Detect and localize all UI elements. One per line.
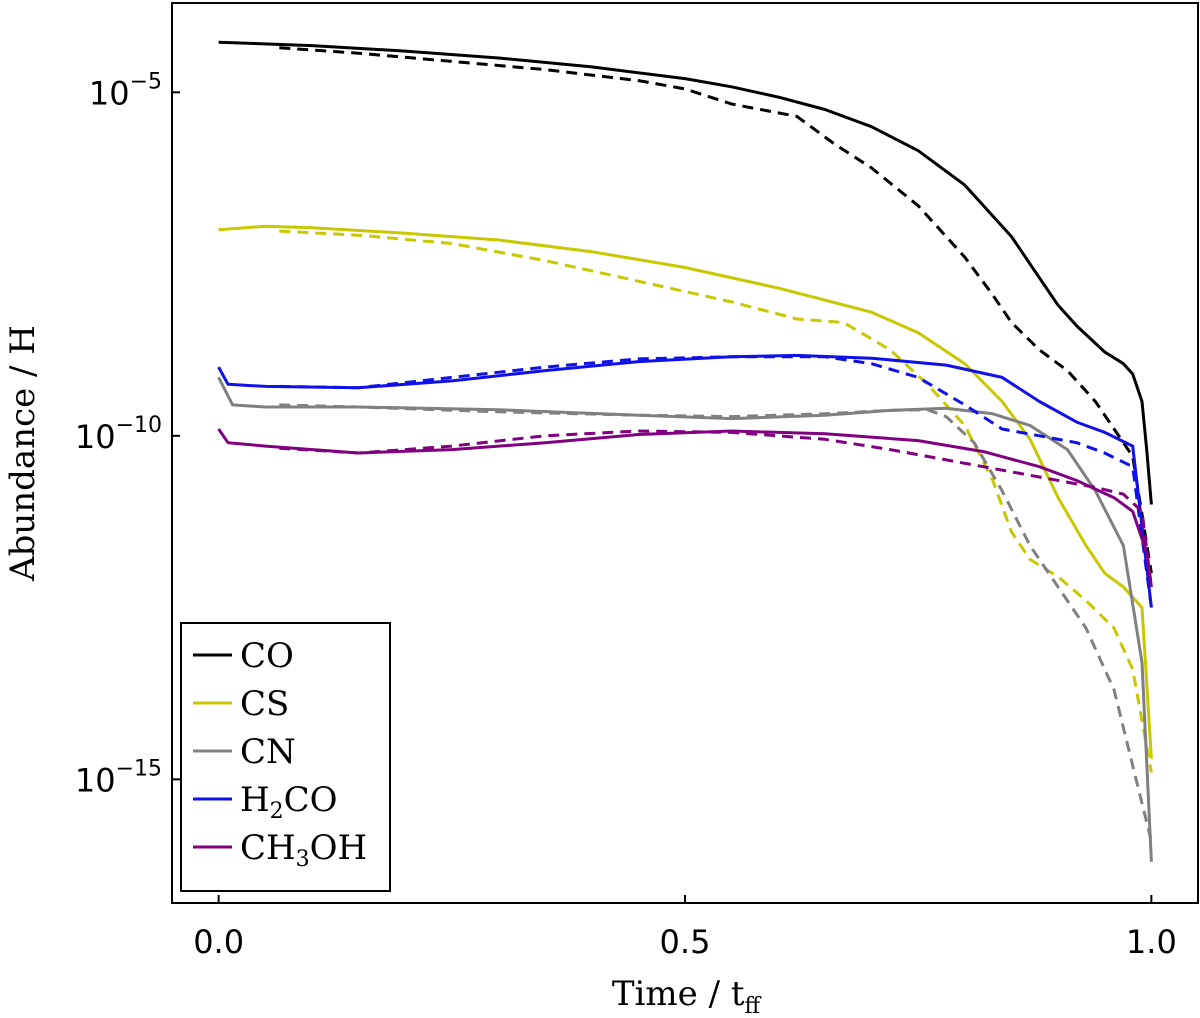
series-cn-solid-line	[217, 376, 1153, 862]
x-tick-label: 0.0	[193, 923, 244, 961]
y-axis-ticks: 10−5 10−10 10−15	[75, 69, 180, 799]
x-axis-ticks: 0.0 0.5 1.0	[193, 895, 1177, 961]
series-h2co-solid-line	[217, 353, 1153, 608]
y-tick-label: 10−15	[75, 756, 162, 799]
series-ch3oh-solid-line	[217, 428, 1153, 588]
x-tick-label: 0.5	[660, 923, 711, 961]
series-h2co-dashed-line	[279, 355, 1153, 608]
legend-label-co: CO	[240, 636, 294, 676]
legend-label-ch3oh: CH3OH	[240, 828, 367, 872]
x-tick-label: 1.0	[1126, 923, 1177, 961]
y-tick-label: 10−10	[75, 413, 162, 456]
series-ch3oh-dashed-line	[279, 429, 1153, 588]
series-co-solid-line	[218, 40, 1153, 505]
y-axis-title: Abundance / H	[3, 325, 43, 582]
series-cs-dashed-line	[279, 229, 1153, 773]
legend-label-cn: CN	[240, 732, 296, 772]
x-axis-title: Time / tff	[612, 974, 762, 1018]
legend-label-h2co: H2CO	[240, 780, 338, 824]
y-tick-label: 10−5	[89, 69, 162, 112]
series-layer	[217, 40, 1153, 862]
x-axis-title-main: Time / t	[612, 974, 745, 1014]
series-co-dashed-line	[279, 46, 1153, 574]
series-cn-dashed-line	[279, 403, 1153, 842]
legend-label-cs: CS	[240, 684, 289, 724]
series-cs-solid-line	[218, 224, 1153, 759]
x-axis-title-subscript: ff	[745, 994, 762, 1018]
